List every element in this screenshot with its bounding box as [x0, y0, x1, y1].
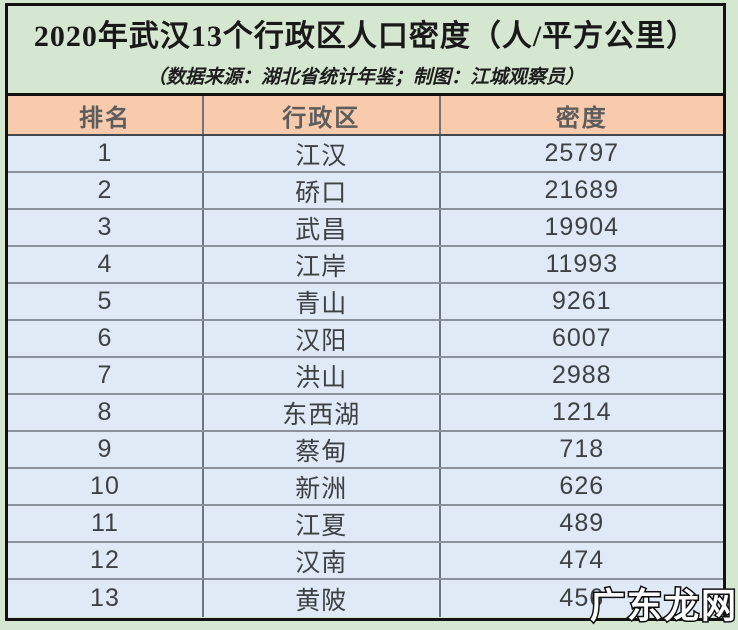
table-cell-density: 21689 — [544, 176, 620, 204]
table-cell-density: 626 — [559, 472, 605, 500]
table-cell-district: 武昌 — [204, 210, 441, 245]
table-row: 13 黄陂 456 — [8, 580, 723, 617]
table-cell-district: 江岸 — [204, 247, 441, 282]
table-row: 6 汉阳 6007 — [8, 321, 723, 358]
table-cell-density: 11993 — [545, 250, 619, 278]
table-body: 1 江汉 25797 2 硚口 21689 3 武昌 19904 4 江岸 11993 5 青山 9261 6… — [8, 136, 723, 618]
table-cell-density: 25797 — [544, 139, 620, 167]
table-row: 8 东西湖 1214 — [8, 395, 723, 432]
table-header-row: 排名 行政区 密度 — [8, 96, 723, 136]
table-cell-rank: 2 — [8, 173, 204, 208]
table-cell-rank: 1 — [8, 136, 204, 171]
table-row: 11 江夏 489 — [8, 506, 723, 543]
table-cell-rank: 10 — [8, 469, 204, 504]
table-row: 9 蔡甸 718 — [8, 432, 723, 469]
table-cell-rank: 4 — [8, 247, 204, 282]
table-cell-rank: 5 — [8, 284, 204, 319]
table-cell-rank: 8 — [8, 395, 204, 430]
table-cell-district: 江夏 — [204, 506, 441, 541]
density-table: 排名 行政区 密度 1 江汉 25797 2 硚口 21689 3 武昌 19904 4 江岸 119… — [8, 93, 723, 618]
table-row: 12 汉南 474 — [8, 543, 723, 580]
table-cell-density: 489 — [559, 509, 605, 537]
table-cell-district: 江汉 — [204, 136, 441, 171]
column-header-density: 密度 — [555, 104, 608, 132]
table-cell-district: 汉阳 — [204, 321, 441, 356]
table-cell-density: 19904 — [544, 213, 620, 241]
table-cell-density: 2988 — [551, 361, 612, 389]
table-cell-rank: 12 — [8, 543, 204, 578]
column-header-district: 行政区 — [204, 96, 441, 134]
watermark: 广东龙网 — [588, 586, 738, 628]
table-cell-district: 东西湖 — [204, 395, 441, 430]
table-cell-district: 洪山 — [204, 358, 441, 393]
table-cell-rank: 6 — [8, 321, 204, 356]
table-cell-district: 汉南 — [204, 543, 441, 578]
table-row: 7 洪山 2988 — [8, 358, 723, 395]
table-cell-density: 456 — [559, 584, 605, 612]
table-cell-district: 硚口 — [204, 173, 441, 208]
table-row: 1 江汉 25797 — [8, 136, 723, 173]
table-cell-density: 474 — [559, 546, 605, 574]
table-cell-district: 新洲 — [204, 469, 441, 504]
table-cell-density: 1214 — [551, 398, 612, 426]
table-cell-density: 718 — [559, 435, 605, 463]
table-row: 3 武昌 19904 — [8, 210, 723, 247]
table-cell-density: 6007 — [551, 324, 612, 352]
column-header-rank: 排名 — [8, 96, 204, 134]
table-row: 5 青山 9261 — [8, 284, 723, 321]
table-cell-district: 青山 — [204, 284, 441, 319]
table-cell-rank: 7 — [8, 358, 204, 393]
title-block: 2020年武汉13个行政区人口密度（人/平方公里） （数据来源：湖北省统计年鉴；… — [8, 6, 723, 93]
table-cell-district: 蔡甸 — [204, 432, 441, 467]
table-cell-rank: 3 — [8, 210, 204, 245]
table-cell-rank: 9 — [8, 432, 204, 467]
table-row: 4 江岸 11993 — [8, 247, 723, 284]
table-row: 10 新洲 626 — [8, 469, 723, 506]
table-cell-density: 9261 — [551, 287, 612, 315]
infographic-frame: 2020年武汉13个行政区人口密度（人/平方公里） （数据来源：湖北省统计年鉴；… — [5, 3, 726, 621]
table-row: 2 硚口 21689 — [8, 173, 723, 210]
table-cell-rank: 13 — [8, 580, 204, 617]
page-title: 2020年武汉13个行政区人口密度（人/平方公里） — [33, 19, 698, 53]
table-cell-district: 黄陂 — [204, 580, 441, 617]
page-subtitle: （数据来源：湖北省统计年鉴；制图：江城观察员） — [146, 66, 584, 88]
table-cell-rank: 11 — [8, 506, 204, 541]
